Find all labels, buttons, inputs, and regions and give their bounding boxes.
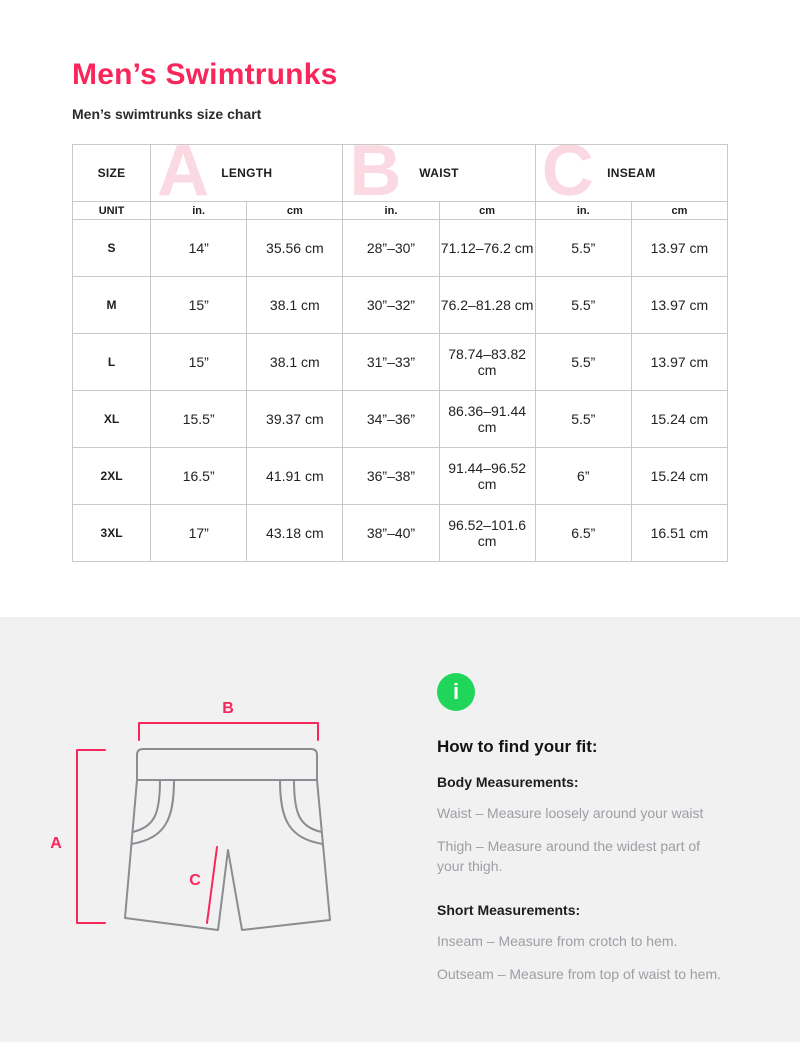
- unit-cell: cm: [246, 201, 344, 220]
- inseam-cm-cell: 15.24 cm: [630, 390, 729, 448]
- waist-in-cell: 28”–30”: [342, 219, 440, 277]
- length-column-header: A LENGTH: [150, 144, 344, 202]
- thigh-instruction: Thigh – Measure around the widest part o…: [437, 838, 701, 874]
- table-row-l: L 15” 38.1 cm 31”–33” 78.74–83.82 cm 5.5…: [71, 333, 729, 391]
- inseam-in-cell: 5.5”: [534, 390, 632, 448]
- length-in-cell: 16.5”: [150, 447, 248, 505]
- page-title: Men’s Swimtrunks: [72, 58, 338, 91]
- inseam-column-header: C INSEAM: [534, 144, 729, 202]
- inseam-instruction: Inseam – Measure from crotch to hem.: [437, 933, 678, 949]
- inseam-cm-cell: 13.97 cm: [630, 276, 729, 334]
- size-cell: XL: [71, 390, 152, 448]
- length-in-cell: 15”: [150, 333, 248, 391]
- inseam-cm-cell: 15.24 cm: [630, 447, 729, 505]
- waist-instruction: Waist – Measure loosely around your wais…: [437, 805, 704, 821]
- inseam-label: INSEAM: [607, 166, 656, 180]
- inseam-cm-cell: 13.97 cm: [630, 333, 729, 391]
- waist-cm-cell: 76.2–81.28 cm: [438, 276, 536, 334]
- table-row-s: S 14” 35.56 cm 28”–30” 71.12–76.2 cm 5.5…: [71, 219, 729, 277]
- fit-guide-heading: How to find your fit:: [437, 737, 598, 756]
- length-in-cell: 17”: [150, 504, 248, 562]
- waist-cm-cell: 71.12–76.2 cm: [438, 219, 536, 277]
- table-row-3xl: 3XL 17” 43.18 cm 38”–40” 96.52–101.6 cm …: [71, 504, 729, 562]
- measure-line-c: [206, 846, 218, 924]
- waist-cm-cell: 96.52–101.6 cm: [438, 504, 536, 562]
- measure-line-b: [138, 722, 319, 741]
- length-cm-cell: 35.56 cm: [246, 219, 344, 277]
- length-in-cell: 14”: [150, 219, 248, 277]
- diagram-label-c: C: [189, 872, 201, 889]
- inseam-cm-cell: 16.51 cm: [630, 504, 729, 562]
- letter-b-watermark: B: [349, 144, 402, 202]
- length-cm-cell: 38.1 cm: [246, 276, 344, 334]
- size-chart-table: SIZE A LENGTH B WAIST C INSEAM UNIT in. …: [71, 144, 729, 562]
- unit-cell: cm: [438, 201, 536, 220]
- size-cell: S: [71, 219, 152, 277]
- inseam-cm-cell: 13.97 cm: [630, 219, 729, 277]
- unit-cell: in.: [342, 201, 440, 220]
- waist-cm-cell: 91.44–96.52 cm: [438, 447, 536, 505]
- unit-cell: cm: [630, 201, 729, 220]
- waist-column-header: B WAIST: [342, 144, 536, 202]
- fit-guide-section: B A C i How to find your fit: Body Measu…: [0, 617, 800, 1042]
- diagram-label-a: A: [50, 835, 62, 852]
- table-row-m: M 15” 38.1 cm 30”–32” 76.2–81.28 cm 5.5”…: [71, 276, 729, 334]
- size-cell: L: [71, 333, 152, 391]
- size-cell: M: [71, 276, 152, 334]
- table-row-2xl: 2XL 16.5” 41.91 cm 36”–38” 91.44–96.52 c…: [71, 447, 729, 505]
- letter-c-watermark: C: [541, 144, 594, 202]
- fit-guide-text: i How to find your fit: Body Measurement…: [437, 673, 729, 984]
- waist-in-cell: 31”–33”: [342, 333, 440, 391]
- waist-in-cell: 30”–32”: [342, 276, 440, 334]
- length-cm-cell: 38.1 cm: [246, 333, 344, 391]
- shorts-outline: [124, 748, 331, 931]
- letter-a-watermark: A: [157, 144, 210, 202]
- page-subtitle: Men’s swimtrunks size chart: [72, 106, 262, 122]
- size-column-header: SIZE: [71, 144, 152, 202]
- waist-label: WAIST: [419, 166, 459, 180]
- length-cm-cell: 43.18 cm: [246, 504, 344, 562]
- shorts-measurement-diagram: B A C: [45, 655, 360, 945]
- length-cm-cell: 39.37 cm: [246, 390, 344, 448]
- waist-in-cell: 36”–38”: [342, 447, 440, 505]
- outseam-instruction: Outseam – Measure from top of waist to h…: [437, 966, 722, 982]
- size-cell: 3XL: [71, 504, 152, 562]
- inseam-in-cell: 6.5”: [534, 504, 632, 562]
- short-measurements-title: Short Measurements:: [437, 902, 581, 918]
- waist-in-cell: 34”–36”: [342, 390, 440, 448]
- info-icon: i: [437, 673, 475, 711]
- length-in-cell: 15.5”: [150, 390, 248, 448]
- inseam-in-cell: 6”: [534, 447, 632, 505]
- length-cm-cell: 41.91 cm: [246, 447, 344, 505]
- unit-cell: in.: [150, 201, 248, 220]
- waist-in-cell: 38”–40”: [342, 504, 440, 562]
- length-in-cell: 15”: [150, 276, 248, 334]
- waist-cm-cell: 86.36–91.44 cm: [438, 390, 536, 448]
- diagram-label-b: B: [222, 700, 234, 717]
- chart-panel: Men’s Swimtrunks Men’s swimtrunks size c…: [71, 58, 729, 562]
- inseam-in-cell: 5.5”: [534, 219, 632, 277]
- measure-line-a: [76, 749, 106, 924]
- table-row-xl: XL 15.5” 39.37 cm 34”–36” 86.36–91.44 cm…: [71, 390, 729, 448]
- waist-cm-cell: 78.74–83.82 cm: [438, 333, 536, 391]
- unit-cell: in.: [534, 201, 632, 220]
- shorts-diagram-svg: B A C: [50, 700, 331, 931]
- header-row: SIZE A LENGTH B WAIST C INSEAM: [71, 144, 729, 202]
- inseam-in-cell: 5.5”: [534, 333, 632, 391]
- inseam-in-cell: 5.5”: [534, 276, 632, 334]
- unit-row: UNIT in. cm in. cm in. cm: [71, 201, 729, 220]
- size-cell: 2XL: [71, 447, 152, 505]
- length-label: LENGTH: [221, 166, 273, 180]
- unit-header: UNIT: [71, 201, 152, 220]
- body-measurements-title: Body Measurements:: [437, 774, 579, 790]
- info-icon-glyph: i: [452, 679, 460, 704]
